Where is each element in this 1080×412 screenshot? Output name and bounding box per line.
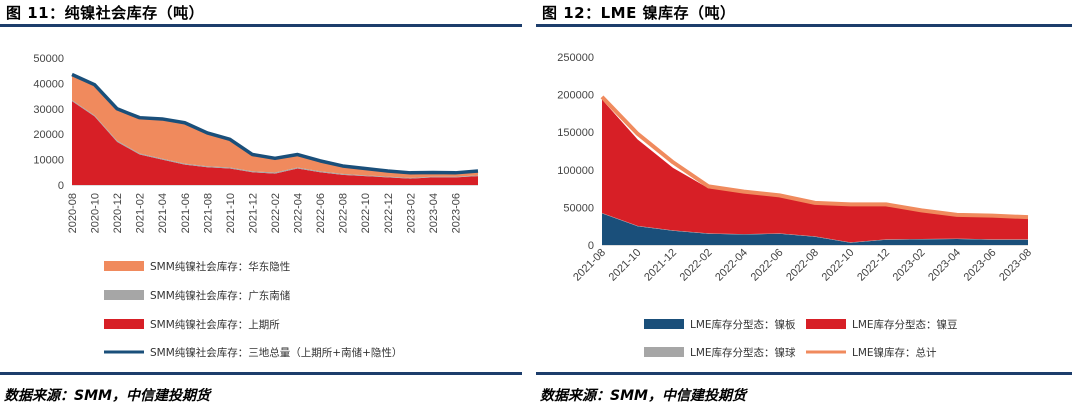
legend-swatch [806,319,846,329]
x-tick-label: 2020-08 [67,193,79,233]
legend-item: SMM纯镍社会库存：广东南储 [104,289,291,302]
legend-label: SMM纯镍社会库存：三地总量（上期所+南储+隐性） [150,346,402,359]
legend-item: SMM纯镍社会库存：上期所 [104,318,280,331]
x-tick-label: 2021-06 [180,193,192,233]
x-tick-label: 2022-04 [293,193,305,233]
x-tick-label: 2021-04 [157,193,169,233]
legend-item: LME库存分型态：镍球 [644,346,796,359]
x-tick-label: 2021-10 [225,193,237,233]
legend-swatch [644,347,684,357]
x-tick-label: 2021-12 [642,247,679,284]
legend-item: SMM纯镍社会库存：三地总量（上期所+南储+隐性） [104,346,402,359]
x-tick-label: 2022-04 [713,247,750,284]
x-tick-label: 2023-04 [926,247,963,284]
x-tick-label: 2023-02 [405,193,417,233]
figure-11-title: 图 11：纯镍社会库存（吨） [6,4,205,22]
y-tick-label: 40000 [33,78,64,90]
x-tick-label: 2022-06 [315,193,327,233]
x-tick-label: 2022-10 [360,193,372,233]
title-rule [536,24,1072,27]
figure-11-panel: 图 11：纯镍社会库存（吨） 0 10000 20000 30000 40000 5000… [0,0,530,412]
area-series-f08a5d [72,74,478,178]
legend-item: LME库存分型态：镍豆 [806,318,958,331]
x-tick-label: 2022-12 [855,247,892,284]
area-series-d71f26 [72,101,478,185]
legend-item: LME库存分型态：镍板 [644,318,796,331]
y-tick-label: 0 [588,240,594,252]
y-tick-label: 50000 [563,202,594,214]
legend-label: LME库存分型态：镍板 [690,318,796,331]
y-tick-label: 250000 [557,52,594,64]
x-tick-label: 2022-02 [270,193,282,233]
legend-swatch [104,319,144,329]
x-tick-label: 2020-12 [112,193,124,233]
x-tick-label: 2023-06 [962,247,999,284]
x-tick-label: 2021-02 [135,193,147,233]
figure-12-source: 数据来源：SMM，中信建投期货 [540,388,746,404]
legend-swatch [104,290,144,300]
area-series-1a4f7a [602,213,1028,245]
legend-item: SMM纯镍社会库存：华东隐性 [104,260,290,273]
y-tick-label: 200000 [557,90,594,102]
x-tick-label: 2022-08 [338,193,350,233]
figure-12-title: 图 12：LME 镍库存（吨） [542,4,736,22]
x-tick-label: 2020-10 [90,193,102,233]
x-tick-label: 2023-06 [450,193,462,233]
legend-label: SMM纯镍社会库存：广东南储 [150,289,291,302]
x-tick-label: 2021-10 [607,247,644,284]
legend-label: SMM纯镍社会库存：华东隐性 [150,260,290,273]
title-rule [0,24,522,27]
total-line-series [71,72,479,175]
x-tick-label: 2021-08 [202,193,214,233]
legend-item: LME镍库存：总计 [806,346,937,359]
lme-nickel-inventory-chart: 0500001000001500002000002500002021-08202… [557,52,1034,359]
x-tick-label: 2022-02 [678,247,715,284]
y-tick-label: 0 [58,180,64,192]
area-series-d71f26 [602,99,1028,243]
x-tick-label: 2022-06 [749,247,786,284]
x-tick-label: 2023-02 [891,247,928,284]
legend-label: SMM纯镍社会库存：上期所 [150,318,280,331]
y-tick-label: 30000 [33,104,64,116]
figure-11-source: 数据来源：SMM，中信建投期货 [4,388,210,404]
legend-label: LME库存分型态：镍球 [690,346,796,359]
x-tick-label: 2023-08 [997,247,1034,284]
x-tick-label: 2022-08 [784,247,821,284]
x-tick-label: 2022-12 [383,193,395,233]
y-tick-label: 20000 [33,129,64,141]
y-tick-label: 100000 [557,165,594,177]
y-tick-label: 50000 [33,53,64,65]
figure-12-panel: 图 12：LME 镍库存（吨） 0 50000 100000 150000 200000… [536,0,1080,412]
x-tick-label: 2021-08 [571,247,608,284]
x-tick-label: 2023-04 [428,193,440,233]
nickel-social-inventory-chart: 0 10000 20000 30000 40000 50000 2020-08 2020-10… [33,53,479,359]
x-tick-label: 2021-12 [247,193,259,233]
legend-swatch [104,261,144,271]
y-tick-label: 10000 [33,155,64,167]
source-rule [0,372,522,375]
total-line-series [600,95,1029,220]
y-tick-label: 150000 [557,127,594,139]
legend-label: LME镍库存：总计 [852,346,937,359]
legend-swatch [644,319,684,329]
x-tick-label: 2022-10 [820,247,857,284]
source-rule [536,372,1072,375]
legend-label: LME库存分型态：镍豆 [852,318,958,331]
